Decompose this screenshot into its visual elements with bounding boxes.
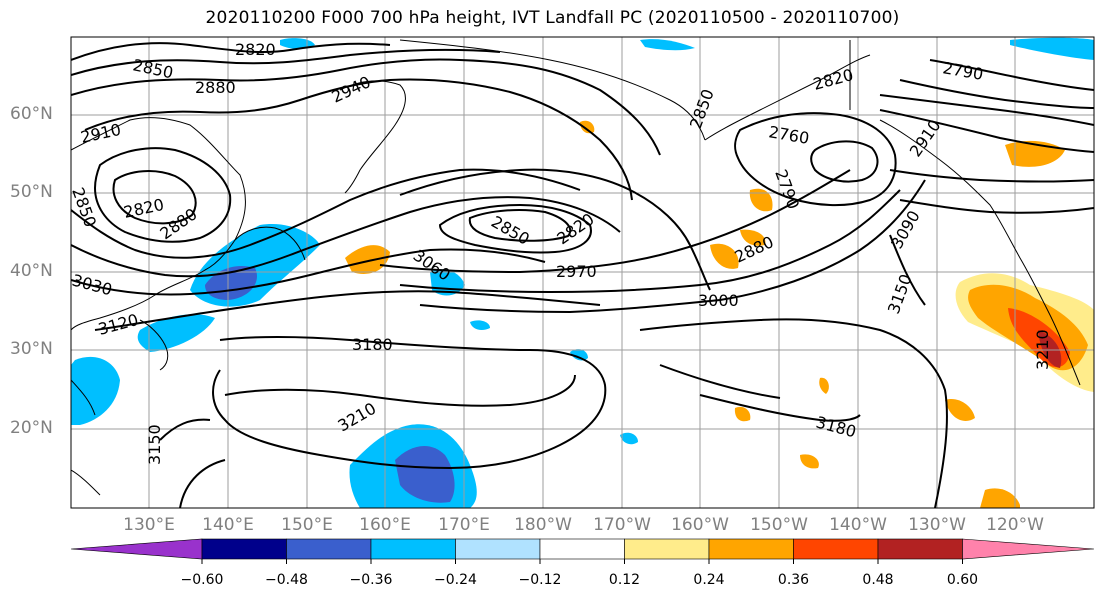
colorbar-swatch	[877, 538, 963, 560]
map-field: 2820 2850 2880 2940 2910 2850 2820 2880 …	[70, 37, 1094, 508]
height-contours	[71, 42, 1094, 508]
colorbar-swatch	[455, 538, 541, 560]
colorbar-tick-label: −0.60	[180, 572, 224, 588]
contour-label: 3000	[698, 291, 739, 310]
colorbar-swatch	[793, 538, 879, 560]
lon-label: 170°E	[438, 515, 490, 535]
lon-label: 130°E	[123, 515, 175, 535]
contour-label: 2820	[122, 195, 166, 222]
colorbar-swatch	[708, 538, 794, 560]
contour-label: 3120	[96, 310, 140, 339]
ivt-negative-shading	[71, 37, 1094, 508]
colorbar-tick-label: 0.36	[777, 572, 810, 588]
contour-label: 2850	[488, 212, 533, 249]
contour-label: 2910	[79, 120, 123, 147]
contour-label: 2760	[767, 122, 810, 148]
colorbar-tick-label: 0.60	[946, 572, 979, 588]
contour-label: 2940	[329, 72, 374, 106]
contour-label: 2820	[811, 65, 855, 94]
contour-label: 3150	[145, 424, 164, 465]
colorbar-swatch	[370, 538, 456, 560]
colorbar-swatch	[286, 538, 372, 560]
lat-label: 40°N	[10, 261, 53, 281]
colorbar-swatch	[539, 538, 625, 560]
colorbar-tick-label: 0.48	[862, 572, 894, 588]
lat-label: 60°N	[10, 104, 53, 124]
lon-label: 160°E	[359, 515, 411, 535]
colorbar-tick-label: −0.24	[434, 572, 477, 588]
contour-label: 3030	[70, 271, 114, 300]
contour-label: 3090	[887, 207, 924, 252]
colorbar-swatch	[201, 538, 287, 560]
contour-label: 3210	[1033, 329, 1052, 370]
colorbar-tick-label: −0.36	[349, 572, 393, 588]
graticule	[71, 37, 1094, 508]
lat-label: 30°N	[10, 339, 53, 359]
lon-label: 150°E	[281, 515, 333, 535]
colorbar	[70, 538, 1095, 564]
ivt-positive-shading	[345, 120, 1094, 508]
lon-label: 160°W	[671, 515, 729, 535]
lon-label: 130°W	[908, 515, 966, 535]
colorbar-swatch	[962, 538, 1095, 560]
contour-label: 2970	[556, 262, 597, 281]
contour-label: 2820	[235, 40, 276, 59]
contour-label: 2790	[941, 58, 984, 84]
contour-label: 3180	[814, 413, 858, 442]
colorbar-tick-label: 0.24	[693, 572, 725, 588]
contour-label: 2790	[771, 167, 803, 212]
lon-label: 140°E	[202, 515, 254, 535]
contour-label: 3150	[884, 272, 916, 317]
lat-label: 50°N	[10, 182, 53, 202]
colorbar-swatch	[624, 538, 710, 560]
colorbar-tick-label: −0.12	[518, 572, 562, 588]
map-frame	[70, 36, 1095, 509]
lon-label: 170°W	[593, 515, 651, 535]
lon-label: 140°W	[829, 515, 887, 535]
contour-label: 3210	[335, 399, 380, 436]
colorbar-swatch	[70, 538, 203, 560]
lat-label: 20°N	[10, 418, 53, 438]
map-title: 2020110200 F000 700 hPa height, IVT Land…	[205, 8, 900, 28]
contour-labels: 2820 2850 2880 2940 2910 2850 2820 2880 …	[70, 40, 1052, 465]
lon-label: 180°W	[514, 515, 572, 535]
contour-label: 2850	[686, 87, 718, 132]
contour-label: 3180	[352, 335, 393, 354]
colorbar-tick-label: 0.12	[608, 572, 641, 588]
contour-label: 2880	[195, 78, 236, 97]
coastlines	[71, 39, 1081, 496]
lon-label: 120°W	[986, 515, 1044, 535]
colorbar-tick-label: −0.48	[265, 572, 308, 588]
lon-label: 150°W	[750, 515, 808, 535]
